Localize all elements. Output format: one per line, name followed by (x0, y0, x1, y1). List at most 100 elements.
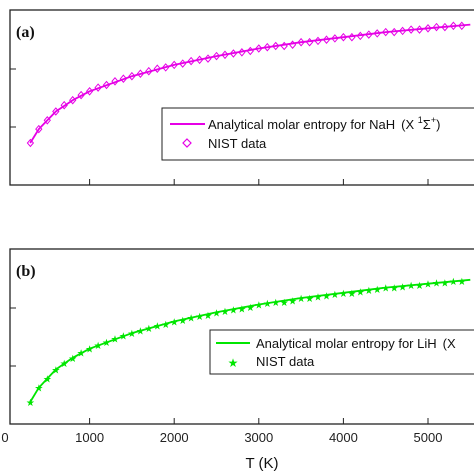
panel-a-y-ticks (10, 68, 16, 128)
panel-b-nist-point: ★ (161, 320, 170, 331)
panel-a-nist-point (162, 63, 170, 72)
panel-a-nist-point (128, 71, 136, 81)
panel-b-nist-point: ★ (43, 375, 52, 386)
panel-b-nist-point: ★ (398, 282, 407, 293)
panel-b-nist-point: ★ (407, 281, 416, 292)
panel-b-nist-point: ★ (449, 277, 458, 288)
x-tick-label: 0 (1, 430, 8, 445)
panel-a-nist-point (85, 87, 94, 96)
x-tick-label: 5000 (414, 430, 443, 445)
panel-b: (b) ★★★★★ ★ ★ ★ ★ ★ ★ ★ ★ ★ ★ ★ ★ ★ ★ ★ ★ ★ ★ ★ ★ ★ ★ ★ ★ ★ ★ ★ ★ ★ ★ ★… (9, 248, 474, 425)
panel-b-nist-point: ★ (136, 327, 145, 338)
panel-a-nist-point (136, 69, 145, 78)
panel-a-nist-point (119, 74, 128, 83)
panel-a-nist-point (314, 36, 322, 46)
panel-a-nist-point (272, 41, 280, 51)
panel-a-nist-point (390, 27, 398, 37)
panel-a-nist-point (339, 32, 348, 42)
panel-a-nist-point (356, 31, 364, 41)
panel-a-nist-point (449, 21, 458, 31)
panel-b-nist-point: ★ (347, 289, 356, 300)
panel-a-nist-point (263, 42, 271, 52)
panel-b-nist-point: ★ (339, 289, 348, 300)
panel-a-nist-point (297, 37, 305, 47)
panel-a-nist-point (26, 138, 35, 148)
panel-a-nist-point (322, 35, 331, 44)
panel-a-nist-point (221, 50, 229, 60)
panel-a-nist-point (365, 30, 373, 39)
panel-a-analytical-curve (29, 23, 471, 144)
panel-a-nist-point (373, 29, 381, 38)
panel-a-nist-point (331, 34, 339, 43)
panel-b-nist-point: ★ (330, 290, 339, 301)
panel-a-curve-group (29, 23, 471, 144)
panel-b-nist-point: ★ (288, 297, 297, 308)
panel-a-nist-point (441, 22, 449, 32)
panel-b-nist-point: ★ (280, 298, 289, 309)
x-tick-label: 3000 (244, 430, 273, 445)
panel-b-nist-point: ★ (195, 312, 204, 323)
panel-a-nist-point (212, 51, 221, 61)
panel-a-nist-point (458, 21, 466, 31)
panel-b-markers-group: ★★★★★ ★ ★ ★ ★ ★ ★ ★ ★ ★ ★ ★ ★ ★ ★ ★ ★ ★ ★ ★ ★ ★ ★ ★ ★ ★ ★ ★ ★ ★ ★ ★ ★ ★ ★ ★… (26, 277, 466, 409)
panel-a-legend: Analytical molar entropy for NaH (X 1Σ+) … (161, 107, 474, 161)
panel-a-nist-point (280, 41, 288, 51)
panel-a-nist-point (255, 44, 263, 53)
panel-a-nist-point (69, 95, 77, 105)
panel-a-nist-point (52, 107, 60, 116)
panel-b-nist-point: ★ (457, 277, 466, 288)
panel-a-label: (a) (16, 24, 35, 41)
panel-b-y-ticks (10, 307, 16, 367)
panel-a-nist-point (288, 40, 297, 49)
panel-a-nist-point (415, 25, 424, 34)
panel-b-nist-point: ★ (178, 316, 187, 327)
panel-a-nist-point (145, 66, 153, 76)
panel-b-nist-point: ★ (170, 317, 179, 328)
panel-b-nist-point: ★ (221, 307, 230, 318)
panel-b-frame (9, 248, 474, 425)
panel-b-nist-point: ★ (102, 338, 111, 349)
panel-b-analytical-curve (29, 278, 471, 403)
panel-a-nist-point (204, 54, 212, 63)
panel-a-nist-point (179, 59, 187, 68)
panel-b-curve-group (29, 278, 471, 403)
panel-b-nist-point: ★ (246, 303, 255, 314)
panel-a-nist-point (432, 22, 441, 32)
panel-b-nist-point: ★ (381, 284, 390, 295)
panel-b-nist-point: ★ (373, 285, 382, 296)
panel-a-nist-point (238, 48, 246, 57)
panel-a: (a) Analytical molar entropy for NaH (X 1… (9, 9, 474, 186)
x-tick-label: 2000 (160, 430, 189, 445)
x-tick-label: 1000 (75, 430, 104, 445)
panel-b-nist-point: ★ (85, 345, 94, 356)
panel-a-nist-point (170, 60, 178, 70)
panel-b-nist-point: ★ (111, 334, 120, 345)
panel-b-nist-point: ★ (237, 304, 246, 315)
panel-a-legend-line-label: Analytical molar entropy for NaH (X 1Σ+) (208, 115, 440, 132)
panel-b-nist-point: ★ (153, 321, 162, 332)
panel-a-nist-point (424, 24, 432, 33)
panel-b-nist-point: ★ (77, 349, 86, 360)
panel-a-nist-point (195, 55, 204, 65)
panel-b-nist-point: ★ (322, 291, 331, 302)
panel-b-nist-point: ★ (390, 284, 399, 295)
panel-b-legend-line-label: Analytical molar entropy for LiH (X (256, 336, 456, 351)
panel-a-nist-point (382, 27, 390, 37)
panel-b-nist-point: ★ (212, 308, 221, 319)
panel-b-nist-point: ★ (119, 332, 128, 343)
panel-b-nist-point: ★ (229, 306, 238, 317)
panel-a-nist-point (398, 26, 407, 36)
panel-a-nist-point (187, 56, 195, 66)
panel-b-legend: Analytical molar entropy for LiH (X ★ NIS… (209, 329, 474, 375)
x-axis-label: T (K) (245, 455, 278, 472)
panel-b-nist-point: ★ (187, 314, 196, 325)
panel-a-nist-point (111, 77, 119, 86)
panel-b-nist-point: ★ (26, 398, 35, 409)
panel-b-nist-point: ★ (440, 278, 449, 289)
panel-b-nist-point: ★ (254, 301, 263, 312)
panel-b-nist-point: ★ (127, 329, 136, 340)
panel-a-nist-point (77, 90, 85, 100)
panel-b-label: (b) (16, 263, 36, 280)
panel-a-legend-diamond-swatch (182, 138, 192, 148)
